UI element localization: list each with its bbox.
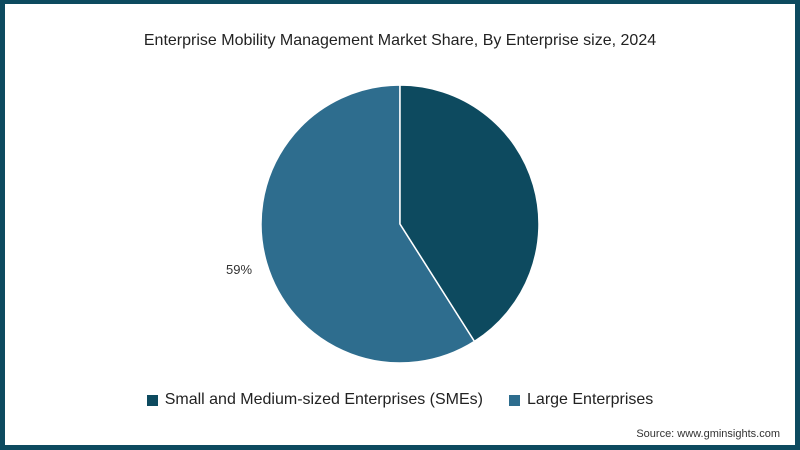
source-note: Source: www.gminsights.com <box>636 428 780 440</box>
legend-label-large: Large Enterprises <box>527 391 654 408</box>
legend: Small and Medium-sized Enterprises (SMEs… <box>0 391 800 409</box>
legend-swatch-smes <box>146 394 158 406</box>
legend-item-smes: Small and Medium-sized Enterprises (SMEs… <box>146 391 484 409</box>
chart-title: Enterprise Mobility Management Market Sh… <box>143 32 657 49</box>
legend-label-smes: Small and Medium-sized Enterprises (SMEs… <box>164 391 484 408</box>
pie-slice-smes <box>399 84 540 343</box>
legend-item-large: Large Enterprises <box>509 391 653 409</box>
pie-slice-large-enterprises <box>260 84 476 364</box>
legend-swatch-large <box>509 394 521 406</box>
data-label-large-enterprises: 59% <box>226 262 253 277</box>
